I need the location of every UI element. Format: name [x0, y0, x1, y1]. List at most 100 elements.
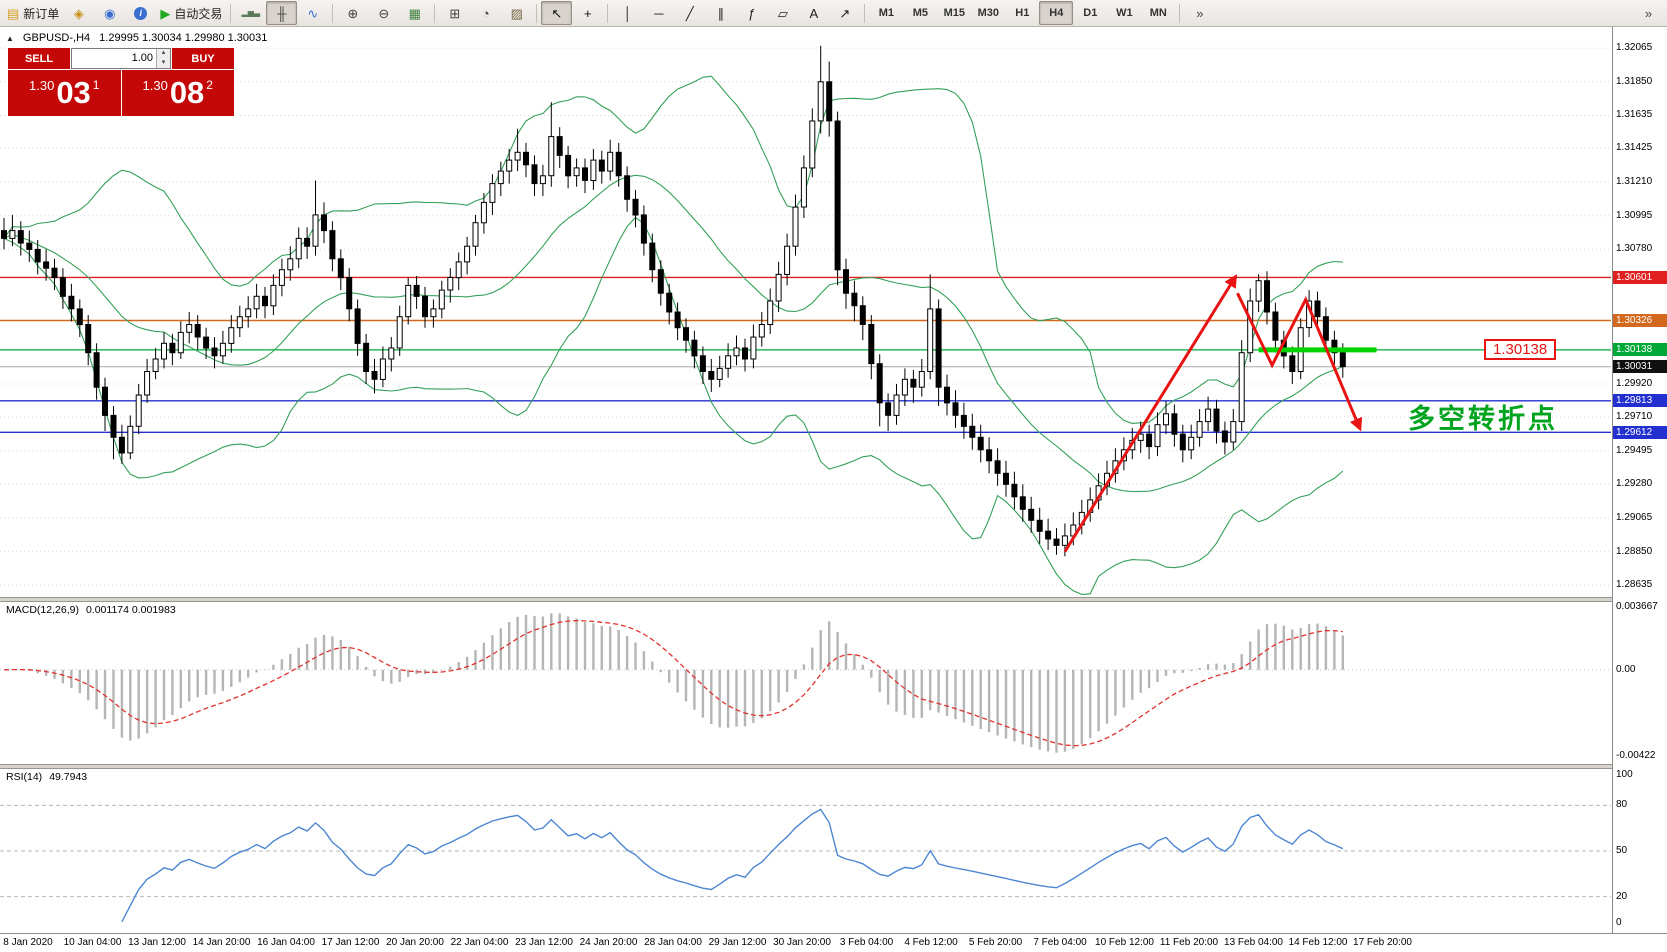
hammer-tools-button[interactable]: ◈	[63, 1, 94, 25]
text-icon: A	[809, 5, 819, 21]
time-axis-label: 16 Jan 04:00	[257, 937, 315, 948]
templates-button[interactable]: ▨	[501, 1, 532, 25]
tile-windows-button[interactable]: ▦	[399, 1, 430, 25]
timeframe-m5-button[interactable]: M5	[912, 7, 928, 19]
sell-button[interactable]: SELL	[8, 48, 70, 69]
price-axis-label: 1.29495	[1616, 444, 1653, 456]
price-axis-label: 1.29710	[1616, 410, 1653, 422]
up-trend-arrow[interactable]	[1063, 274, 1238, 553]
zoom-in-icon: ⊕	[347, 5, 359, 21]
bollinger-bands	[3, 75, 1344, 595]
volume-value[interactable]: 1.00	[131, 52, 153, 64]
macd-label: MACD(12,26,9) 0.001174 0.001983	[6, 604, 176, 616]
buy-price-button[interactable]: 1.30 08 2	[121, 70, 234, 116]
crosshair-button[interactable]: +	[572, 1, 603, 25]
timeframe-h1-button[interactable]: H1	[1015, 7, 1030, 19]
macd-signal-line	[3, 619, 1343, 747]
text-button[interactable]: A	[798, 1, 829, 25]
price-line-label: 1.30138	[1613, 343, 1667, 357]
timeframe-m15-button[interactable]: M15	[943, 7, 966, 19]
time-axis-label: 28 Jan 04:00	[644, 937, 702, 948]
arrows-tool-icon: ↗	[839, 5, 851, 21]
price-axis-label: 1.31210	[1616, 176, 1653, 188]
time-axis-label: 4 Feb 12:00	[904, 937, 958, 948]
bar-chart-icon: ▂▅▃	[241, 8, 261, 17]
price-axis-label: 1.28635	[1616, 579, 1653, 591]
sell-price-button[interactable]: 1.30 03 1	[8, 70, 121, 116]
toolbar-overflow-button[interactable]: »	[1184, 1, 1215, 25]
macd-values: 0.001174 0.001983	[85, 604, 176, 616]
price-tag-annotation[interactable]: 1.30138	[1484, 338, 1557, 360]
time-axis-label: 13 Feb 04:00	[1224, 937, 1283, 948]
hammer-tools-icon: ◈	[73, 5, 84, 21]
toolbar: ▤ 新订单 ◈ ◉ i ▶ 自动交易 ▂▅▃ ╫ ∿ ⊕ ⊖ ▦ ⊞ ◔ ▨ ↖ + │ ─ ╱ ∥ ƒ ▱ A ↗ M1 M5 M15…	[0, 0, 1667, 27]
timeframe-h4-button[interactable]: H4	[1039, 1, 1074, 25]
macd-panel-canvas[interactable]	[0, 602, 1611, 764]
shapes-icon: ▱	[777, 5, 788, 21]
zoom-out-button[interactable]: ⊖	[368, 1, 399, 25]
timeframe-w1-button[interactable]: W1	[1116, 7, 1133, 19]
buy-button[interactable]: BUY	[172, 48, 234, 69]
toolbar-separator	[434, 3, 436, 23]
rsi-label: RSI(14) 49.7943	[6, 771, 87, 783]
bar-chart-button[interactable]: ▂▅▃	[235, 1, 266, 25]
arrows-tool-button[interactable]: ↗	[829, 1, 860, 25]
channel-icon: ∥	[717, 5, 725, 21]
horizontal-line-button[interactable]: ─	[643, 1, 674, 25]
spinner-down-icon[interactable]: ▾	[157, 58, 170, 68]
info-button[interactable]: i	[125, 1, 156, 25]
profiles-button[interactable]: ◉	[94, 1, 125, 25]
channel-button[interactable]: ∥	[705, 1, 736, 25]
rsi-panel-canvas[interactable]	[0, 769, 1611, 933]
horizontal-line-icon: ─	[654, 5, 664, 21]
timeframe-m1-button[interactable]: M1	[878, 7, 894, 19]
one-click-collapse-icon[interactable]: ▲	[6, 33, 14, 43]
volume-field[interactable]: 1.00 ▴ ▾	[71, 48, 171, 69]
new-chart-button[interactable]: ⊞	[439, 1, 470, 25]
timeframe-mn-button[interactable]: MN	[1149, 7, 1167, 19]
toolbar-separator	[607, 3, 609, 23]
time-axis[interactable]: 8 Jan 2020 10 Jan 04:00 13 Jan 12:00 14 Jan…	[0, 933, 1667, 952]
macd-name: MACD(12,26,9)	[6, 604, 79, 616]
main-chart-canvas[interactable]	[0, 27, 1611, 597]
price-axis-label: 1.29065	[1616, 511, 1653, 523]
new-order-button[interactable]: ▤ 新订单	[3, 1, 63, 25]
vertical-line-icon: │	[623, 5, 632, 21]
toolbar-more-button[interactable]: »	[1633, 1, 1664, 25]
macd-axis-label: 0.00	[1616, 663, 1636, 675]
time-axis-label: 10 Feb 12:00	[1095, 937, 1154, 948]
buy-price-big: 08	[169, 75, 205, 110]
auto-trading-button[interactable]: ▶ 自动交易	[156, 1, 226, 25]
time-axis-label: 22 Jan 04:00	[450, 937, 509, 948]
sell-price-big: 03	[56, 75, 91, 110]
time-axis-label: 17 Jan 12:00	[321, 937, 380, 948]
cursor-button[interactable]: ↖	[541, 1, 573, 25]
spinner-up-icon[interactable]: ▴	[157, 49, 170, 59]
line-chart-button[interactable]: ∿	[297, 1, 328, 25]
new-order-icon: ▤	[7, 5, 20, 21]
vertical-line-button[interactable]: │	[612, 1, 643, 25]
volume-spinner[interactable]: ▴ ▾	[156, 49, 170, 68]
toolbar-separator	[230, 3, 232, 23]
panel-separator[interactable]	[0, 764, 1667, 769]
down-zigzag-arrow[interactable]	[1236, 292, 1363, 432]
timeframe-d1-button[interactable]: D1	[1083, 7, 1098, 19]
candlestick-chart-button[interactable]: ╫	[266, 1, 298, 25]
timeframe-m30-button[interactable]: M30	[977, 7, 1000, 19]
period-clock-button[interactable]: ◔	[470, 1, 501, 25]
shapes-button[interactable]: ▱	[767, 1, 798, 25]
price-axis-label: 1.31850	[1616, 75, 1653, 87]
trendline-button[interactable]: ╱	[674, 1, 705, 25]
panel-separator[interactable]	[0, 597, 1667, 602]
period-clock-icon: ◔	[481, 5, 490, 21]
price-line-label: 1.30326	[1613, 313, 1667, 327]
horizontal-lines	[0, 276, 1611, 433]
price-axis[interactable]: 1.32065 1.31850 1.31635 1.31425 1.31210 1.309…	[1612, 27, 1667, 933]
chart-window: ▲ GBPUSD-,H4 1.29995 1.30034 1.29980 1.3…	[0, 27, 1667, 952]
fibonacci-button[interactable]: ƒ	[736, 1, 767, 25]
tile-windows-icon: ▦	[408, 5, 421, 21]
zoom-in-button[interactable]: ⊕	[337, 1, 368, 25]
price-axis-label: 1.31425	[1616, 142, 1653, 154]
chinese-annotation-text[interactable]: 多空转折点	[1408, 404, 1558, 434]
one-click-trading-panel: SELL 1.00 ▴ ▾ BUY 1.30 03 1 1.30 08 2	[8, 48, 234, 116]
